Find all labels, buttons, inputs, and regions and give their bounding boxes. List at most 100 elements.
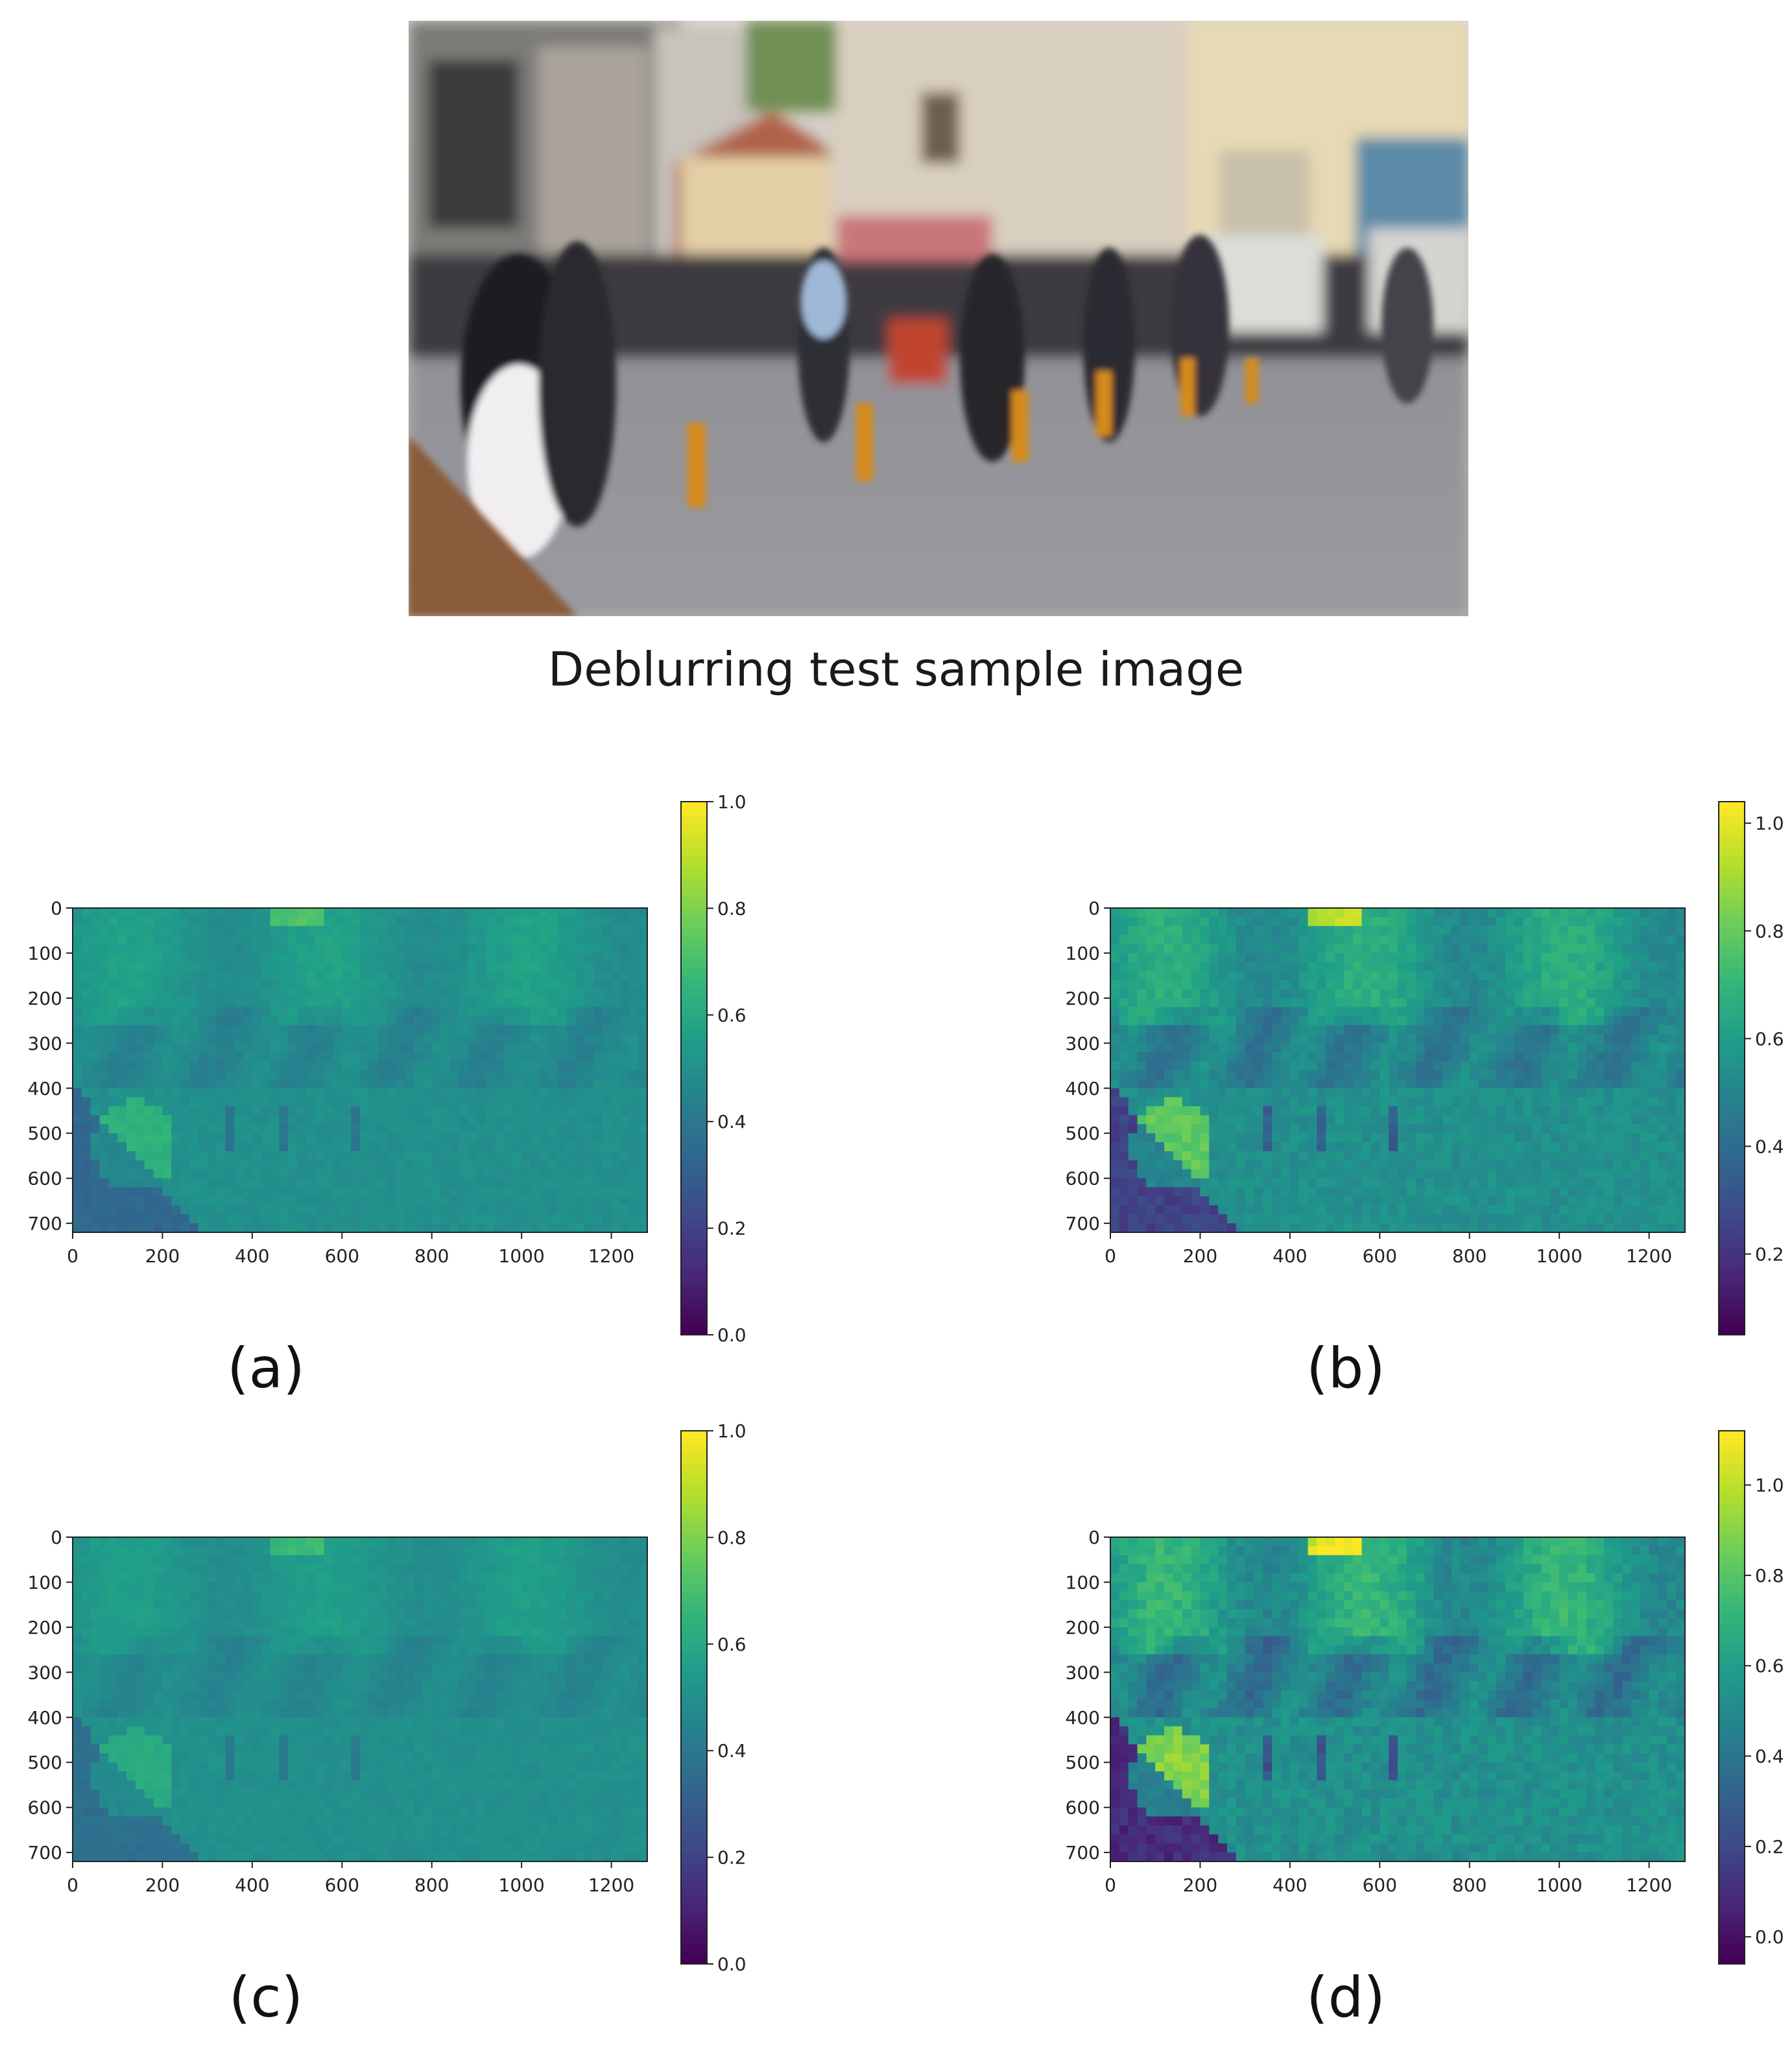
heatmap-cell xyxy=(459,962,468,971)
heatmap-cell xyxy=(459,989,468,998)
heatmap-cell xyxy=(189,1169,198,1178)
heatmap-cell xyxy=(306,1196,315,1205)
heatmap-cell xyxy=(1138,1079,1147,1088)
heatmap-cell xyxy=(198,1079,208,1088)
heatmap-cell xyxy=(306,1115,315,1124)
heatmap-cell xyxy=(297,1178,306,1188)
heatmap-cell xyxy=(1658,1178,1667,1188)
heatmap-cell xyxy=(1487,926,1496,935)
heatmap-cell xyxy=(1191,998,1201,1007)
heatmap-cell xyxy=(252,962,261,971)
heatmap-cell xyxy=(1407,1034,1416,1043)
heatmap-cell xyxy=(1452,1007,1461,1016)
heatmap-cell xyxy=(432,1214,441,1223)
heatmap-cell xyxy=(136,1079,145,1088)
heatmap-cell xyxy=(1649,926,1658,935)
heatmap-cell xyxy=(504,1106,513,1116)
heatmap-cell xyxy=(198,1188,208,1197)
y-tick-label: 200 xyxy=(28,988,62,1009)
heatmap-cell xyxy=(1487,1052,1496,1061)
heatmap-cell xyxy=(449,1034,459,1043)
heatmap-cell xyxy=(1505,998,1514,1007)
heatmap-cell xyxy=(288,1088,297,1097)
heatmap-cell xyxy=(1173,971,1182,980)
heatmap-cell xyxy=(180,926,189,935)
heatmap-cell xyxy=(531,953,540,962)
heatmap-cell xyxy=(423,1214,432,1223)
heatmap-cell xyxy=(369,1016,378,1025)
heatmap-cell xyxy=(468,1223,477,1232)
heatmap-cell xyxy=(512,1106,521,1116)
heatmap-cell xyxy=(1496,1188,1505,1197)
heatmap-cell xyxy=(558,1115,567,1124)
heatmap-cell xyxy=(584,1034,593,1043)
heatmap-cell xyxy=(1263,1133,1272,1142)
heatmap-cell xyxy=(584,1088,593,1097)
heatmap-cell xyxy=(1631,1016,1640,1025)
heatmap-cell xyxy=(1542,962,1551,971)
heatmap-cell xyxy=(1533,962,1542,971)
heatmap-cell xyxy=(288,1052,297,1061)
heatmap-cell xyxy=(1452,1052,1461,1061)
heatmap-cell xyxy=(558,1196,567,1205)
heatmap-cell xyxy=(1442,1124,1452,1133)
heatmap-cell xyxy=(1398,971,1407,980)
heatmap-cell xyxy=(1676,1178,1685,1188)
heatmap-cell xyxy=(1586,917,1595,926)
heatmap-cell xyxy=(531,1070,540,1079)
heatmap-cell xyxy=(1649,1223,1658,1232)
heatmap-cell xyxy=(243,998,252,1007)
heatmap-cell xyxy=(1514,998,1523,1007)
heatmap-cell xyxy=(1389,1106,1398,1116)
heatmap-cell xyxy=(1595,1052,1605,1061)
heatmap-cell xyxy=(1667,1133,1676,1142)
heatmap-cell xyxy=(1479,998,1488,1007)
heatmap-cell xyxy=(1218,1196,1227,1205)
heatmap-cell xyxy=(1461,1160,1470,1169)
heatmap-cell xyxy=(1344,1043,1353,1052)
heatmap-cell xyxy=(1155,1052,1164,1061)
heatmap-cell xyxy=(1613,1061,1622,1070)
heatmap-cell xyxy=(108,1097,117,1106)
heatmap-cell xyxy=(225,935,234,944)
heatmap-cell xyxy=(1236,1034,1245,1043)
heatmap-cell xyxy=(180,1178,189,1188)
heatmap-cell xyxy=(180,1052,189,1061)
heatmap-cell xyxy=(1667,1142,1676,1151)
heatmap-cell xyxy=(1263,935,1272,944)
heatmap-cell xyxy=(1470,1214,1479,1223)
heatmap-cell xyxy=(1380,1061,1389,1070)
heatmap-cell xyxy=(306,1205,315,1214)
heatmap-cell xyxy=(288,1196,297,1205)
y-tick-label: 500 xyxy=(28,1123,62,1144)
heatmap-cell xyxy=(495,1061,504,1070)
colorbar-segment xyxy=(1719,955,1745,962)
heatmap-cell xyxy=(1129,1160,1138,1169)
heatmap-cell xyxy=(1155,1007,1164,1016)
heatmap-cell xyxy=(549,1115,558,1124)
colorbar-segment xyxy=(1719,1241,1745,1249)
heatmap-cell xyxy=(1407,1106,1416,1116)
heatmap-cell xyxy=(108,962,117,971)
heatmap-cell xyxy=(162,1151,171,1160)
heatmap-cell xyxy=(414,1196,423,1205)
heatmap-cell xyxy=(1533,1070,1542,1079)
heatmap-cell xyxy=(270,1079,280,1088)
heatmap-cell xyxy=(1191,935,1201,944)
heatmap-cell xyxy=(468,1214,477,1223)
heatmap-cell xyxy=(1595,1223,1605,1232)
heatmap-cell xyxy=(1667,980,1676,989)
heatmap-cell xyxy=(198,1097,208,1106)
heatmap-cell xyxy=(1470,1178,1479,1188)
heatmap-cell xyxy=(1245,1188,1254,1197)
heatmap-cell xyxy=(234,962,243,971)
heatmap-cell xyxy=(638,908,647,917)
heatmap-cell xyxy=(1496,1061,1505,1070)
heatmap-cell xyxy=(1433,1061,1442,1070)
heatmap-cell xyxy=(1568,962,1577,971)
heatmap-cell xyxy=(468,935,477,944)
heatmap-cell xyxy=(512,953,521,962)
colorbar-segment xyxy=(1719,1202,1745,1209)
heatmap-cell xyxy=(162,944,171,953)
heatmap-cell xyxy=(1496,1133,1505,1142)
